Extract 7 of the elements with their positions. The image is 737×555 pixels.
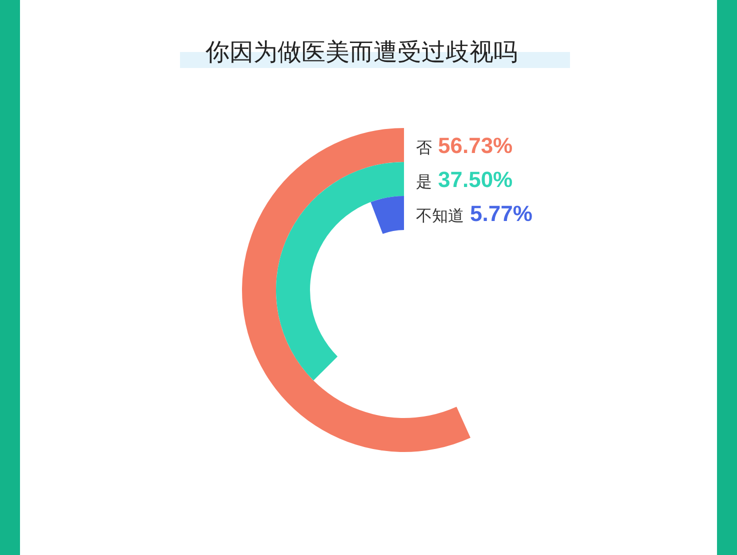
- data-label: 37.50%: [438, 167, 513, 192]
- category-label: 否: [416, 138, 432, 157]
- data-label: 56.73%: [438, 133, 513, 158]
- data-label: 5.77%: [470, 201, 532, 226]
- category-label: 不知道: [416, 206, 464, 225]
- text: 你因为做医美而遭受过歧视吗: [204, 38, 518, 66]
- category-label: 是: [416, 172, 432, 191]
